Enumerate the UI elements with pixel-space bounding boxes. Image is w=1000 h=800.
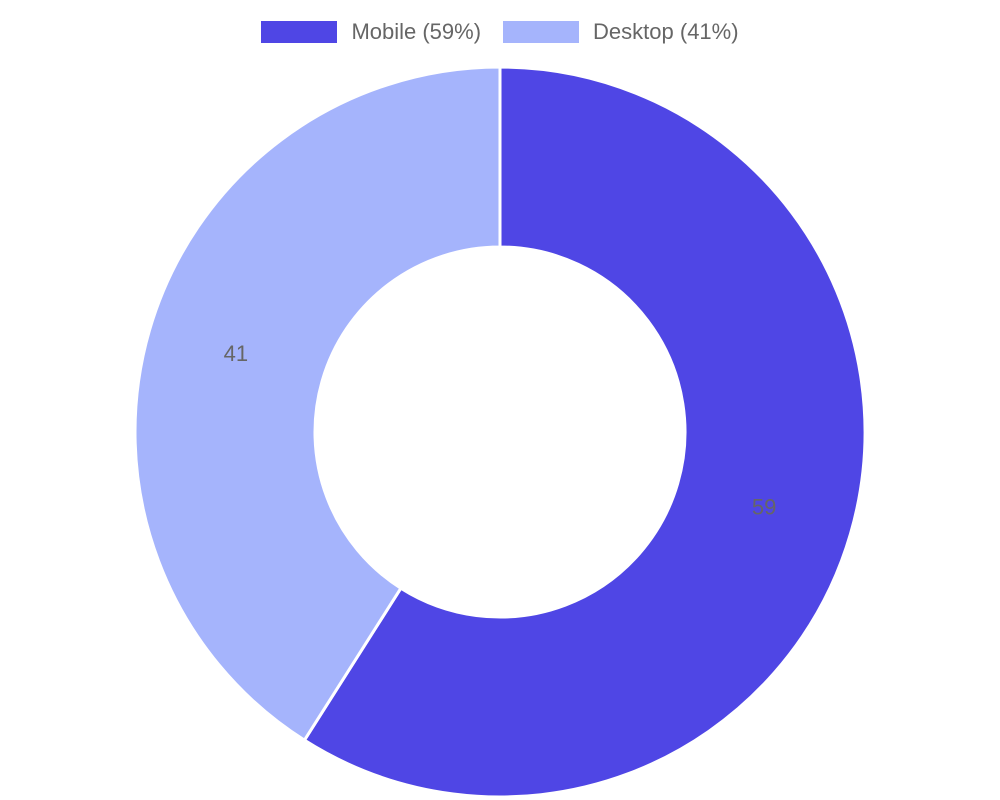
slice-desktop[interactable]: [133, 65, 502, 743]
chart-legend: Mobile (59%) Desktop (41%): [0, 16, 1000, 48]
slice-mobile[interactable]: [302, 65, 867, 799]
legend-item-mobile[interactable]: Mobile (59%): [261, 16, 481, 48]
doughnut-data-labels: 59 41: [224, 341, 777, 519]
legend-item-desktop[interactable]: Desktop (41%): [503, 16, 739, 48]
legend-swatch-mobile: [261, 21, 338, 43]
data-label-mobile: 59: [752, 495, 776, 520]
doughnut-slices: [133, 65, 867, 799]
data-label-desktop: 41: [224, 341, 248, 366]
legend-label-mobile: Mobile (59%): [351, 19, 482, 44]
legend-swatch-desktop: [503, 21, 580, 43]
legend-label-desktop: Desktop (41%): [593, 19, 739, 44]
